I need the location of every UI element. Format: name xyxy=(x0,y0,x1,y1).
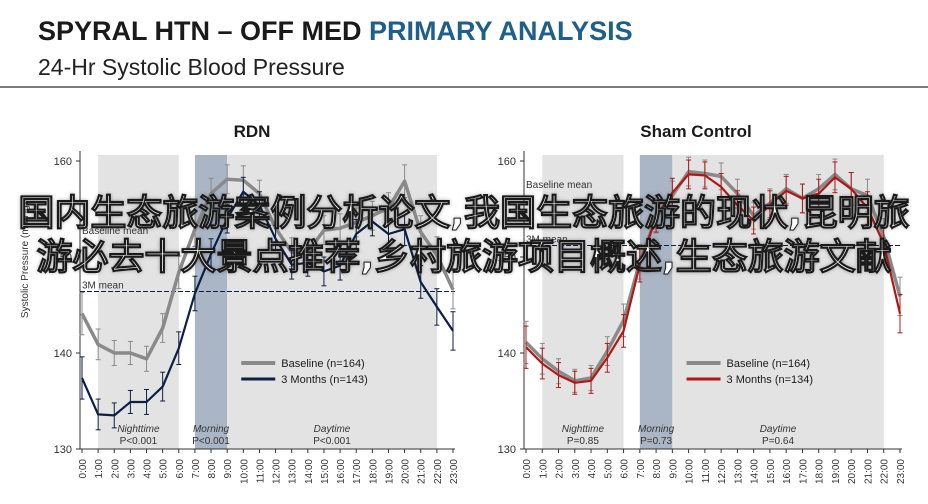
title-highlight: PRIMARY ANALYSIS xyxy=(369,16,633,46)
sham-x-tick-label: 0:00 xyxy=(522,459,533,479)
sham-x-tick-label: 15:00 xyxy=(766,459,777,484)
rdn-period-pvalue-0: P<0.001 xyxy=(120,436,158,447)
rdn-x-tick-label: 4:00 xyxy=(143,459,154,479)
rdn-months3-series-line xyxy=(80,190,454,417)
rdn-period-pvalue-1: P<0.001 xyxy=(192,436,230,447)
sham-x-tick-label: 10:00 xyxy=(685,459,696,484)
rdn-x-tick-label: 9:00 xyxy=(223,459,234,479)
rdn-baseline-series-line xyxy=(80,177,455,361)
rdn-x-tick-label: 5:00 xyxy=(159,459,170,479)
sham-x-tick-label: 7:00 xyxy=(636,459,647,479)
sham-baseline-series-line xyxy=(524,169,902,383)
sham-x-tick-label: 13:00 xyxy=(733,459,744,484)
sham-panel-title: Sham Control xyxy=(640,122,751,141)
sham-x-tick-label: 17:00 xyxy=(798,459,809,484)
rdn-x-tick-label: 13:00 xyxy=(288,459,299,484)
rdn-x-tick-label: 15:00 xyxy=(320,459,331,484)
sham-y-tick-label: 150 xyxy=(498,252,516,264)
sham-x-tick-label: 8:00 xyxy=(652,459,663,479)
sham-y-tick-label: 140 xyxy=(498,348,516,360)
rdn-x-tick-label: 19:00 xyxy=(384,459,395,484)
rdn-period-name-2: Daytime xyxy=(314,424,351,435)
sham-period-name-0: Nighttime xyxy=(562,424,605,435)
rdn-y-axis-label: Systolic Pressure (mmHg) xyxy=(20,202,31,318)
rdn-y-tick-label: 130 xyxy=(54,444,72,456)
rdn-x-tick-label: 12:00 xyxy=(272,459,283,484)
rdn-y-tick-label: 150 xyxy=(54,252,72,264)
sham-x-tick-label: 9:00 xyxy=(668,459,679,479)
rdn-baseline-mean-label: Baseline mean xyxy=(82,226,148,237)
rdn-x-tick-label: 1:00 xyxy=(94,459,105,479)
slide-title: SPYRAL HTN – OFF MED PRIMARY ANALYSIS xyxy=(38,16,633,47)
rdn-y-tick-label: 160 xyxy=(54,156,72,168)
sham-period-name-1: Morning xyxy=(638,424,675,435)
rdn-x-tick-label: 14:00 xyxy=(304,459,315,484)
sham-baseline-mean-label: Baseline mean xyxy=(526,180,592,191)
rdn-period-name-0: Nighttime xyxy=(117,424,160,435)
rdn-x-tick-label: 17:00 xyxy=(352,459,363,484)
sham-x-tick-label: 1:00 xyxy=(538,459,549,479)
rdn-x-tick-label: 20:00 xyxy=(401,459,412,484)
sham-y-tick-label: 160 xyxy=(498,156,516,168)
rdn-x-tick-label: 23:00 xyxy=(449,459,460,484)
rdn-y-tick-label: 140 xyxy=(54,348,72,360)
rdn-x-tick-label: 8:00 xyxy=(207,459,218,479)
rdn-x-tick-label: 21:00 xyxy=(417,459,428,484)
sham-x-tick-label: 14:00 xyxy=(750,459,761,484)
sham-period-pvalue-2: P=0.64 xyxy=(762,436,794,447)
rdn-period-band-0 xyxy=(98,155,179,449)
slide-subtitle: 24-Hr Systolic Blood Pressure xyxy=(38,54,345,80)
rdn-legend-label-months3: 3 Months (n=143) xyxy=(281,374,368,386)
sham-x-tick-label: 22:00 xyxy=(880,459,891,484)
sham-legend-label-baseline: Baseline (n=164) xyxy=(727,358,810,370)
rdn-x-tick-label: 10:00 xyxy=(239,459,250,484)
rdn-x-tick-label: 0:00 xyxy=(78,459,89,479)
sham-x-tick-label: 12:00 xyxy=(717,459,728,484)
rdn-period-name-1: Morning xyxy=(193,424,230,435)
sham-y-tick-label: 130 xyxy=(498,444,516,456)
rdn-legend-label-baseline: Baseline (n=164) xyxy=(281,358,364,370)
rdn-period-pvalue-2: P<0.001 xyxy=(313,436,351,447)
sham-period-pvalue-1: P=0.73 xyxy=(640,436,672,447)
sham-x-tick-label: 16:00 xyxy=(782,459,793,484)
sham-x-tick-label: 21:00 xyxy=(863,459,874,484)
sham-x-tick-label: 18:00 xyxy=(815,459,826,484)
rdn-x-tick-label: 16:00 xyxy=(336,459,347,484)
sham-x-tick-label: 2:00 xyxy=(555,459,566,479)
sham-x-tick-label: 23:00 xyxy=(896,459,907,484)
sham-x-tick-label: 6:00 xyxy=(620,459,631,479)
sham-legend-label-months3: 3 Months (n=134) xyxy=(727,374,814,386)
sham-period-name-2: Daytime xyxy=(760,424,797,435)
rdn-3m-mean-label: 3M mean xyxy=(82,281,124,292)
sham-period-band-2 xyxy=(672,155,884,449)
sham-x-tick-label: 11:00 xyxy=(701,459,712,484)
sham-period-pvalue-0: P=0.85 xyxy=(567,436,599,447)
rdn-x-tick-label: 18:00 xyxy=(368,459,379,484)
sham-x-tick-label: 5:00 xyxy=(603,459,614,479)
sham-period-band-0 xyxy=(542,155,624,449)
sham-x-tick-label: 20:00 xyxy=(847,459,858,484)
sham-months3-series-line xyxy=(525,173,902,384)
rdn-x-tick-label: 11:00 xyxy=(255,459,266,484)
rdn-x-tick-label: 7:00 xyxy=(191,459,202,479)
sham-3m-mean-label: 3M mean xyxy=(526,234,568,245)
sham-x-tick-label: 3:00 xyxy=(571,459,582,479)
slide-header: SPYRAL HTN – OFF MED PRIMARY ANALYSIS 24… xyxy=(0,0,928,88)
rdn-x-tick-label: 3:00 xyxy=(126,459,137,479)
title-main: SPYRAL HTN – OFF MED xyxy=(38,16,370,46)
rdn-x-tick-label: 6:00 xyxy=(175,459,186,479)
rdn-period-band-2 xyxy=(227,155,437,449)
rdn-x-tick-label: 2:00 xyxy=(110,459,121,479)
rdn-x-tick-label: 22:00 xyxy=(433,459,444,484)
sham-x-tick-label: 19:00 xyxy=(831,459,842,484)
rdn-panel-title: RDN xyxy=(234,122,271,141)
sham-x-tick-label: 4:00 xyxy=(587,459,598,479)
